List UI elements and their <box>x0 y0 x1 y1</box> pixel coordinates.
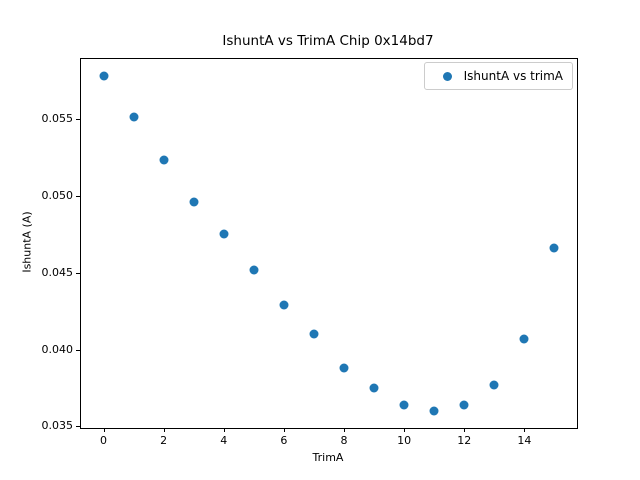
x-tick-mark <box>283 428 285 432</box>
data-point <box>429 406 439 416</box>
data-point <box>519 334 529 344</box>
data-point <box>489 380 499 390</box>
data-point <box>399 400 409 410</box>
y-axis-label: IshuntA (A) <box>20 211 34 273</box>
x-tick-mark <box>524 428 526 432</box>
data-point <box>159 155 169 165</box>
legend-marker-dot-icon <box>442 71 452 81</box>
y-tick-label: 0.040 <box>41 342 74 356</box>
y-tick-label: 0.050 <box>41 188 74 202</box>
data-point <box>549 243 559 253</box>
x-tick-label: 6 <box>280 434 288 447</box>
x-tick-label: 2 <box>160 434 168 447</box>
x-tick-label: 0 <box>100 434 108 447</box>
x-tick-label: 14 <box>517 434 532 447</box>
data-point <box>459 400 469 410</box>
data-point <box>309 329 319 339</box>
y-tick-mark <box>76 272 80 274</box>
y-tick-label: 0.045 <box>41 265 74 279</box>
x-tick-label: 10 <box>397 434 412 447</box>
x-axis-label: TrimA <box>312 451 344 464</box>
plot-area: IshuntA vs trimA 0 2 4 6 8 10 12 14 0.035 0.040 0.… <box>42 58 578 447</box>
y-tick-mark <box>76 426 80 428</box>
y-tick-mark <box>76 349 80 351</box>
y-tick-mark <box>76 118 80 120</box>
x-tick-mark <box>404 428 406 432</box>
x-tick-label: 8 <box>340 434 348 447</box>
y-tick-label: 0.055 <box>41 111 74 125</box>
data-point <box>279 300 289 310</box>
data-point <box>339 363 349 373</box>
y-tick-label: 0.035 <box>41 419 74 433</box>
data-point <box>249 265 259 275</box>
x-tick-mark <box>464 428 466 432</box>
x-tick-label: 12 <box>457 434 472 447</box>
x-tick-mark <box>344 428 346 432</box>
legend-box: IshuntA vs trimA <box>423 62 573 90</box>
data-point <box>369 383 379 393</box>
data-point <box>99 71 109 81</box>
x-tick-mark <box>163 428 165 432</box>
data-point <box>129 112 139 122</box>
x-tick-mark <box>223 428 225 432</box>
data-point <box>189 197 199 207</box>
x-tick-label: 4 <box>220 434 228 447</box>
chart-title: IshuntA vs TrimA Chip 0x14bd7 <box>222 33 434 49</box>
data-point <box>219 229 229 239</box>
y-tick-mark <box>76 195 80 197</box>
legend-entry-label: IshuntA vs trimA <box>463 69 563 83</box>
x-tick-mark <box>103 428 105 432</box>
